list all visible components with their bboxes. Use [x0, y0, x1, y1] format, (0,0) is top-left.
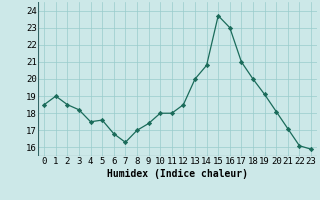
X-axis label: Humidex (Indice chaleur): Humidex (Indice chaleur): [107, 169, 248, 179]
